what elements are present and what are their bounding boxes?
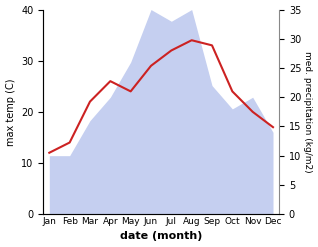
Y-axis label: med. precipitation (kg/m2): med. precipitation (kg/m2) (303, 51, 313, 173)
Y-axis label: max temp (C): max temp (C) (5, 78, 16, 145)
X-axis label: date (month): date (month) (120, 231, 202, 242)
